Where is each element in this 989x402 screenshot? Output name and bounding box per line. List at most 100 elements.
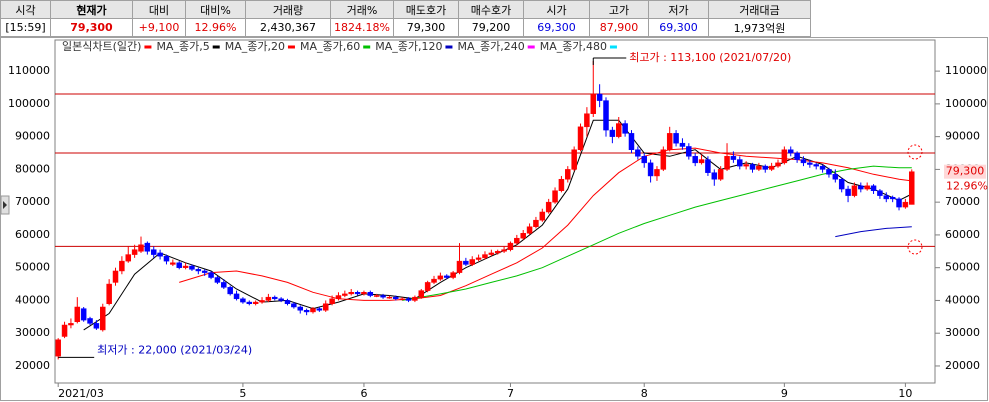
header-value: 2,430,367 [245, 18, 331, 37]
candle-body [775, 162, 781, 167]
candle-body [201, 270, 208, 273]
candle-body [373, 295, 380, 297]
candle-body [214, 277, 221, 283]
header-label: 거래% [330, 0, 394, 19]
candle-body [131, 249, 138, 255]
candle-body [717, 169, 724, 180]
candle-body [590, 93, 597, 114]
candle-body [565, 169, 571, 180]
candle-body [743, 164, 749, 167]
candle-body [335, 295, 342, 300]
candle-body [679, 142, 686, 147]
candle-body [889, 196, 896, 200]
candle-body [163, 255, 170, 262]
legend-swatch [445, 45, 453, 49]
y-tick-label-right: 90000 [945, 130, 980, 143]
candle-body [380, 295, 386, 298]
y-tick-label-right: 60000 [945, 228, 980, 241]
candle-body [615, 123, 622, 137]
legend-swatch [527, 45, 535, 49]
candle-body [883, 195, 890, 200]
candle-body [246, 301, 253, 304]
candle-body [807, 162, 813, 165]
candle-body [507, 242, 514, 250]
candle-body [705, 159, 711, 173]
last-change-label: 12.96% [946, 180, 988, 193]
candle-body [170, 262, 176, 265]
header-value: 1824.18% [330, 18, 394, 37]
y-tick-label: 30000 [15, 326, 50, 339]
candle-body [654, 169, 660, 177]
legend-label: 일본식차트(일간) [62, 39, 141, 53]
candle-body [501, 249, 507, 252]
candle-body [93, 323, 100, 329]
last-price-label: 79,300 [946, 165, 985, 178]
candle-body [342, 293, 348, 296]
candle-body [310, 308, 316, 313]
candle-body [781, 149, 788, 164]
header-labels: 시각 현재가 대비 대비% 거래량 거래% 매도호가 매수호가 시가 고가 저가 거래대금 [0, 0, 811, 19]
candle-body [698, 159, 705, 164]
candle-body [749, 164, 756, 170]
candle-body [737, 159, 743, 167]
header-value: 12.96% [185, 18, 246, 37]
candle-body [647, 162, 654, 177]
candle-body [813, 164, 819, 167]
y-tick-label: 90000 [15, 130, 50, 143]
candle-body [272, 296, 278, 300]
y-tick-label-right: 70000 [945, 195, 980, 208]
legend-label: MA_종가,60 [300, 40, 360, 53]
candle-body [787, 149, 794, 154]
legend-swatch [287, 45, 295, 49]
header-label: 대비 [132, 0, 186, 19]
header-label: 현재가 [50, 0, 133, 19]
y-tick-label-right: 50000 [945, 261, 980, 274]
candle-body [437, 275, 444, 280]
candle-body [660, 149, 667, 170]
ma-line [402, 165, 912, 301]
candle-body [756, 165, 762, 170]
candle-body [628, 133, 635, 150]
candle-body [189, 265, 195, 270]
candle-body [819, 165, 826, 170]
candle-body [635, 149, 641, 157]
candle-body [284, 300, 291, 304]
candle-body [552, 190, 558, 203]
candle-body [329, 298, 335, 304]
header-value: 87,900 [589, 18, 649, 37]
candle-body [195, 269, 202, 272]
candle-body [864, 185, 870, 190]
candle-body [208, 272, 214, 278]
candle-body [488, 252, 495, 255]
candle-body [176, 262, 182, 268]
candle-body [297, 306, 303, 311]
side-tab-arrow[interactable] [3, 201, 7, 209]
candle-body [393, 296, 399, 300]
header-value: 69,300 [523, 18, 590, 37]
y-tick-label-right: 110000 [945, 64, 987, 77]
header-value: +9,100 [132, 18, 186, 37]
candle-body [603, 100, 609, 131]
candle-body [74, 306, 81, 322]
candle-body [182, 265, 189, 268]
legend-label: MA_종가,20 [225, 40, 285, 53]
candle-body [533, 219, 539, 227]
candle-body [233, 293, 240, 300]
candle-body [622, 123, 628, 134]
candle-body [431, 278, 437, 283]
candle-body [354, 292, 361, 295]
ma-line [835, 226, 912, 238]
candle-body [845, 188, 851, 196]
candle-body [494, 251, 501, 254]
y-tick-label: 80000 [15, 162, 50, 175]
header-label: 매도호가 [393, 0, 459, 19]
candle-body [558, 178, 565, 191]
y-tick-label-right: 100000 [945, 97, 987, 110]
candle-body [112, 270, 119, 283]
marker-circle [907, 144, 923, 160]
header-values: [15:59] 79,300 +9,100 12.96% 2,430,367 1824.1… [0, 18, 811, 37]
x-tick-label: 6 [360, 387, 367, 400]
candle-body [482, 254, 488, 259]
y-tick-label: 110000 [8, 64, 50, 77]
